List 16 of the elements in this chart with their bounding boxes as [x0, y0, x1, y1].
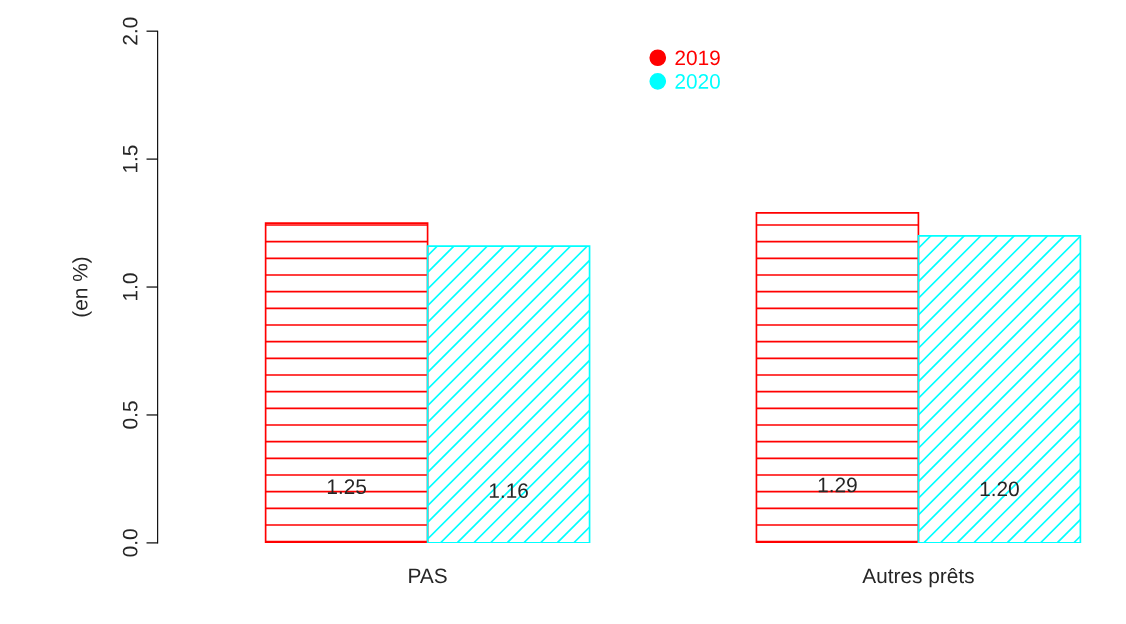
y-tick-label: 2.0	[122, 17, 138, 45]
x-tick-label: PAS	[409, 568, 447, 584]
data-label: 1.29	[818, 477, 857, 493]
x-tick-label: Autres prêts	[862, 567, 974, 588]
data-label: 1.25	[327, 479, 367, 495]
text: 2020	[675, 74, 720, 89]
y-tick-label: 1.0	[122, 273, 138, 300]
bar	[755, 212, 920, 543]
y-tick-label: 1.5	[123, 145, 138, 173]
bar	[426, 245, 591, 543]
y-tick-label: 0.5	[122, 401, 138, 429]
bar	[917, 235, 1082, 543]
bar	[264, 222, 429, 543]
text: 2019	[675, 50, 720, 66]
y-tick-label: 0.0	[122, 529, 138, 557]
y-axis-title: (en %)	[72, 257, 92, 317]
